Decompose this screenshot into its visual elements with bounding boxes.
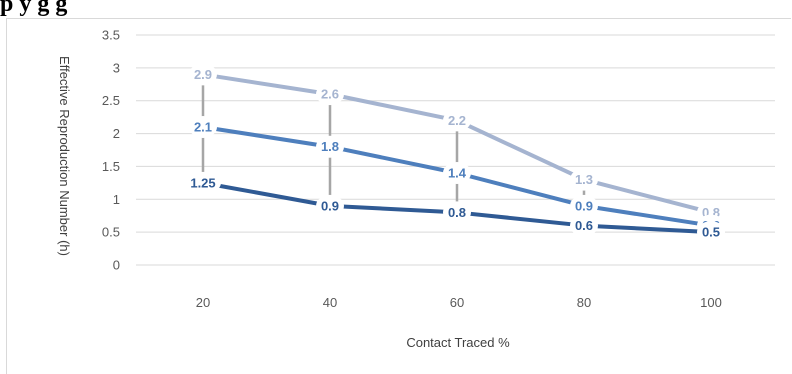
x-tick-label: 60 (450, 295, 464, 310)
data-label-halo (570, 194, 598, 217)
data-label: 1.8 (321, 139, 339, 154)
data-label-halo (189, 116, 217, 138)
x-tick-label: 80 (577, 295, 591, 310)
data-label: 2.6 (321, 87, 339, 102)
y-tick-label: 1 (113, 192, 120, 207)
data-label-halo (443, 162, 471, 184)
data-label-halo (316, 83, 344, 106)
y-tick-label: 2 (113, 126, 120, 141)
x-tick-label: 100 (700, 295, 722, 310)
data-label: 1.25 (190, 175, 215, 190)
data-label: 1.3 (575, 172, 593, 187)
y-axis-title: Effective Reproduction Number (h) (57, 56, 72, 256)
data-label: 0.9 (575, 198, 593, 213)
data-label: 0.9 (321, 198, 339, 213)
data-label-halo (697, 221, 725, 244)
chart-frame (6, 18, 791, 374)
data-label-halo (570, 214, 598, 237)
data-label-halo (316, 194, 344, 217)
x-tick-labels: 20 40 60 80 100 (196, 295, 722, 310)
data-label: 1.4 (448, 166, 467, 181)
x-axis-title: Contact Traced % (406, 335, 510, 350)
data-label-halo (189, 63, 217, 86)
data-label-halo (443, 109, 471, 132)
y-tick-label: 3 (113, 60, 120, 75)
page-heading: p y g g (0, 0, 68, 17)
y-tick-label: 3.5 (102, 28, 120, 43)
y-tick-label: 2.5 (102, 93, 120, 108)
data-label: 0.8 (448, 205, 466, 220)
x-tick-label: 20 (196, 295, 210, 310)
data-label: 2.1 (194, 120, 212, 135)
data-label: 2.9 (194, 67, 212, 82)
x-tick-label: 40 (323, 295, 337, 310)
data-label: 0.6 (575, 218, 593, 233)
y-tick-label: 0.5 (102, 225, 120, 240)
data-label-halo (316, 135, 344, 158)
y-tick-label: 0 (113, 258, 120, 273)
data-label-halo (443, 201, 471, 224)
data-label-halo (185, 171, 221, 194)
data-labels: 2.92.62.21.30.82.11.81.40.90.61.250.90.8… (185, 63, 725, 244)
data-label: 2.2 (448, 113, 466, 128)
data-label-halo (570, 168, 598, 191)
data-label: 0.5 (702, 225, 720, 240)
gridlines (136, 34, 775, 266)
y-tick-labels: 0 0.5 1 1.5 2 2.5 3 3.5 (102, 28, 120, 273)
y-tick-label: 1.5 (102, 159, 120, 174)
